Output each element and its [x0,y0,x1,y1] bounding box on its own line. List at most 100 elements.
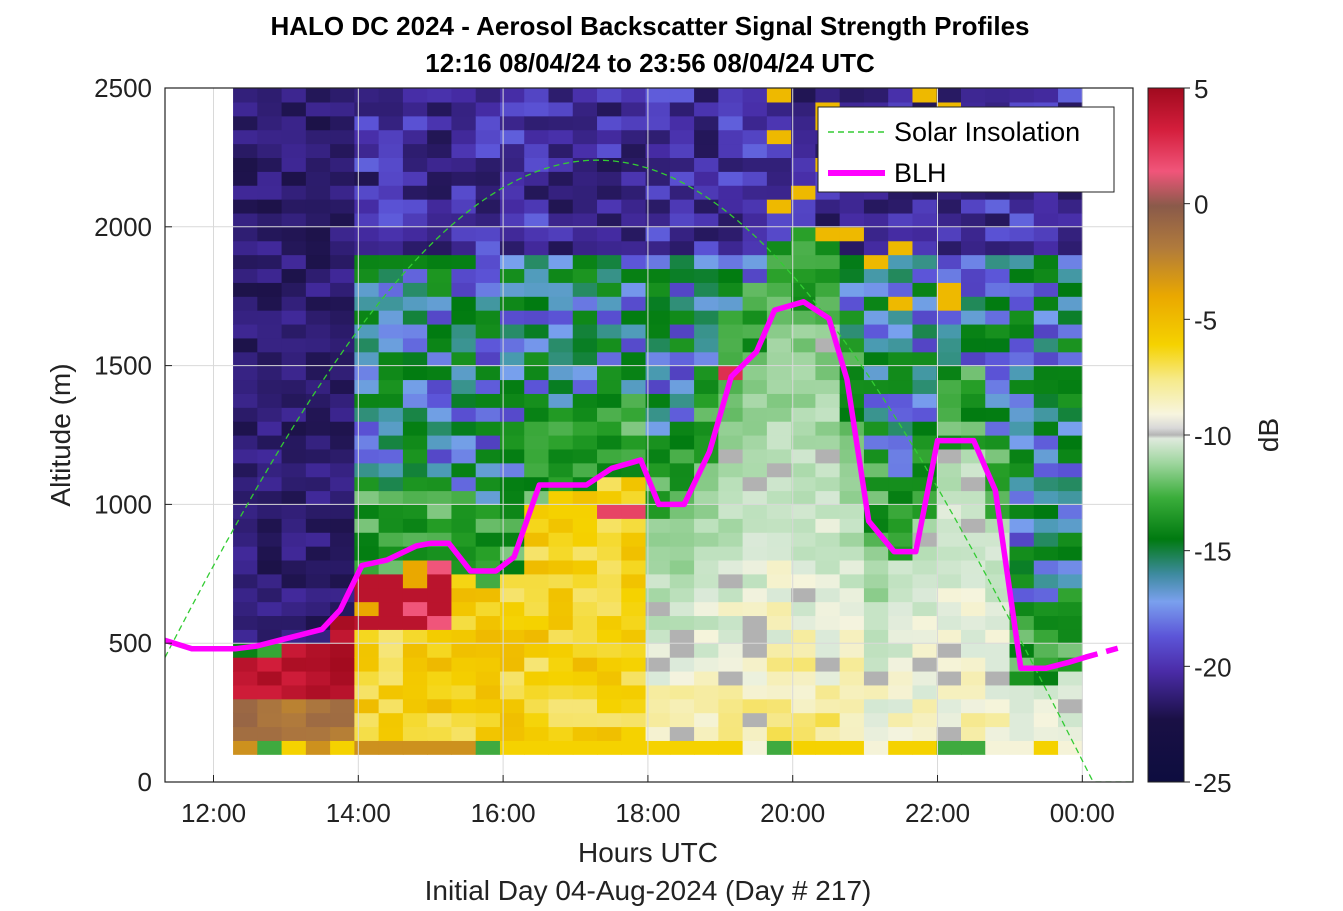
heatmap-cell [233,532,258,547]
heatmap-cell [936,365,962,381]
heatmap-cell [766,240,792,256]
heatmap-cell [499,129,525,145]
heatmap-cell [621,615,647,630]
heatmap-cell [621,712,647,728]
heatmap-cell [669,268,695,283]
heatmap-cell [1033,462,1059,478]
heatmap-cell [694,323,719,339]
heatmap-cell [572,101,598,117]
heatmap-cell [694,115,719,131]
heatmap-cell [524,88,550,103]
heatmap-cell [451,573,477,589]
heatmap-cell [1009,323,1035,339]
heatmap-cell [912,212,938,228]
heatmap-cell [354,171,380,186]
heatmap-cell [645,101,671,117]
heatmap-cell [645,407,671,422]
heatmap-cell [742,254,768,270]
heatmap-cell [257,323,283,339]
heatmap-cell [597,740,622,755]
heatmap-cell [378,143,404,158]
heatmap-cell [621,129,647,145]
heatmap-cell [766,185,792,200]
heatmap-cell [233,712,258,728]
heatmap-cell [694,268,719,283]
heatmap-cell [718,504,744,519]
heatmap-cell [572,629,598,644]
heatmap-cell [427,365,453,381]
heatmap-cell [621,559,647,575]
heatmap-cell [621,476,647,492]
heatmap-cell [669,504,695,519]
heatmap-cell [791,504,816,519]
heatmap-cell [475,365,501,381]
heatmap-cell [597,379,622,394]
heatmap-cell [766,407,792,422]
heatmap-cell [378,226,404,242]
heatmap-cell [863,712,889,728]
heatmap-cell [621,601,647,617]
heatmap-cell [548,462,574,478]
heatmap-cell [305,435,331,450]
heatmap-cell [354,379,380,394]
heatmap-cell [499,490,525,505]
heatmap-cell [548,532,574,547]
heatmap-cell [694,88,719,103]
heatmap-cell [281,379,307,394]
heatmap-cell [233,490,258,505]
heatmap-cell [1033,310,1059,325]
heatmap-cell [961,587,986,603]
heatmap-cell [621,282,647,297]
heatmap-cell [305,88,331,103]
heatmap-cell [718,88,744,103]
heatmap-cell [694,657,719,672]
heatmap-cell [233,129,258,145]
heatmap-cell [330,212,355,228]
heatmap-cell [694,559,719,575]
heatmap-cell [839,296,865,311]
heatmap-cell [742,240,768,256]
heatmap-cell [912,254,938,270]
heatmap-cell [694,310,719,325]
heatmap-cell [1033,726,1059,741]
heatmap-cell [791,143,816,158]
heatmap-cell [621,670,647,686]
heatmap-cell [402,157,428,172]
heatmap-cell [766,559,792,575]
heatmap-cell [475,684,501,700]
heatmap-cell [718,740,744,755]
heatmap-cell [912,559,938,575]
heatmap-cell [694,379,719,394]
heatmap-cell [669,88,695,103]
heatmap-cell [645,601,671,617]
x-axis-secondary-label: Initial Day 04-Aug-2024 (Day # 217) [425,875,872,906]
heatmap-cell [378,337,404,353]
heatmap-cell [645,323,671,339]
heatmap-cell [499,296,525,311]
heatmap-cell [378,559,404,575]
heatmap-cell [888,435,914,450]
heatmap-cell [281,476,307,492]
heatmap-cell [961,615,986,630]
heatmap-cell [451,282,477,297]
heatmap-cell [863,323,889,339]
heatmap-cell [524,351,550,367]
heatmap-cell [961,296,986,311]
heatmap-cell [839,282,865,297]
heatmap-cell [669,657,695,672]
heatmap-cell [839,559,865,575]
heatmap-cell [766,615,792,630]
heatmap-cell [766,199,792,214]
heatmap-cell [645,587,671,603]
heatmap-cell [305,587,331,603]
heatmap-cell [281,185,307,200]
heatmap-cell [742,546,768,561]
heatmap-cell [548,587,574,603]
heatmap-cell [281,157,307,172]
heatmap-cell [669,296,695,311]
heatmap-cell [815,615,841,630]
heatmap-cell [863,351,889,367]
heatmap-cell [524,185,550,200]
heatmap-cell [1058,323,1083,339]
